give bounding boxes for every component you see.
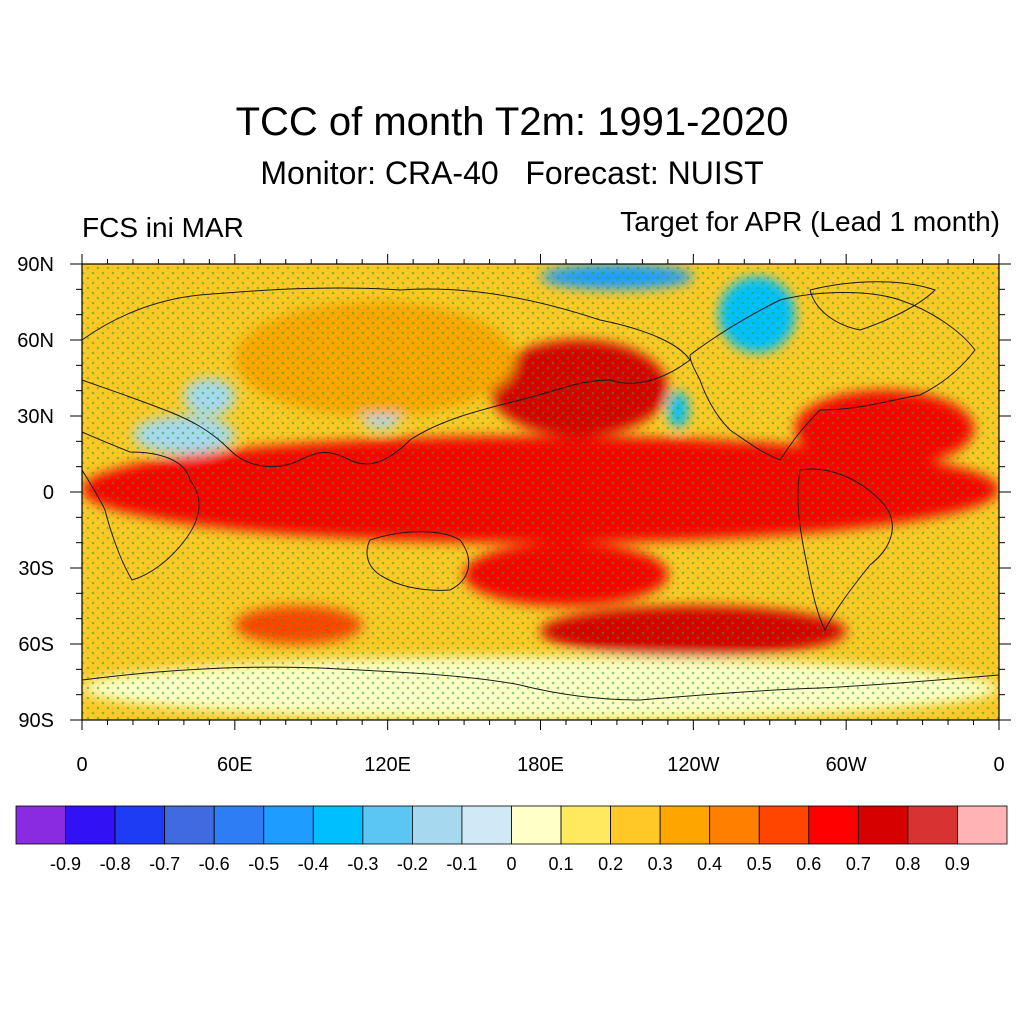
x-tick-label: 120W [667, 754, 719, 776]
north-america-coast [689, 292, 976, 461]
australia-coast [366, 531, 470, 591]
y-tick-label: 60N [17, 330, 54, 352]
colorbar-swatch [659, 805, 711, 845]
colorbar-swatch [709, 805, 760, 845]
colorbar-label: 0.1 [549, 854, 574, 874]
chart-subtitle: Monitor: CRA-40 Forecast: NUIST [260, 155, 764, 191]
colorbar-label: -0.8 [100, 854, 131, 874]
antarctica-coast [82, 666, 999, 701]
colorbar-swatch [560, 805, 611, 845]
colorbar-label: 0.8 [895, 854, 920, 874]
x-tick-label: 0 [993, 754, 1004, 776]
colorbar-swatch [411, 805, 463, 845]
colorbar-label: -0.1 [446, 854, 477, 874]
colorbar-swatch [263, 805, 314, 845]
colorbar-label: 0.3 [648, 854, 673, 874]
colorbar-label: 0.9 [945, 854, 970, 874]
y-tick-label: 60S [18, 634, 54, 656]
y-tick-label: 30N [17, 406, 54, 428]
x-tick-label: 60W [826, 754, 867, 776]
colorbar-swatch [808, 805, 859, 845]
colorbar-label: 0.7 [846, 854, 871, 874]
colorbar-swatch [758, 805, 810, 845]
colorbar-swatch [114, 805, 166, 845]
x-tick-label: 0 [76, 754, 87, 776]
colorbar-swatch [857, 805, 909, 845]
colorbar-label: -0.5 [248, 854, 279, 874]
colorbar-swatch [312, 805, 364, 845]
colorbar-swatch [511, 805, 562, 845]
y-tick-label: 90N [17, 254, 54, 276]
colorbar-label: 0.2 [598, 854, 623, 874]
y-tick-label: 0 [43, 482, 54, 504]
colorbar-swatch [164, 805, 215, 845]
colorbar: -0.9 -0.8 -0.7 -0.6 -0.5 -0.4 -0.3 -0.2 -0.1 0 0.1… [15, 805, 1008, 874]
colorbar-label: 0.5 [747, 854, 772, 874]
colorbar-label: -0.4 [298, 854, 329, 874]
x-tick-label: 120E [364, 754, 411, 776]
colorbar-swatch [610, 805, 661, 845]
colorbar-swatch [65, 805, 116, 845]
significance-stipple [82, 264, 999, 720]
colorbar-swatch [15, 805, 66, 845]
colorbar-label: -0.9 [50, 854, 81, 874]
init-label: FCS ini MAR [82, 212, 244, 243]
colorbar-swatch [957, 805, 1008, 845]
coastlines [82, 281, 999, 701]
colorbar-label: 0.6 [796, 854, 821, 874]
target-label: Target for APR (Lead 1 month) [620, 206, 1000, 237]
colorbar-swatch [461, 805, 512, 845]
greenland-coast [809, 281, 936, 331]
colorbar-label: -0.2 [397, 854, 428, 874]
axes: 0 60E 120E 180E 120W 60W 0 90N 60N 30N 0 30S 60S 90S [17, 254, 1011, 776]
y-tick-label: 90S [18, 710, 54, 732]
colorbar-label: -0.7 [149, 854, 180, 874]
colorbar-label: -0.6 [199, 854, 230, 874]
colorbar-label: -0.3 [347, 854, 378, 874]
x-tick-label: 60E [217, 754, 253, 776]
colorbar-swatch [907, 805, 958, 845]
colorbar-swatch [213, 805, 265, 845]
colorbar-label: 0 [506, 854, 516, 874]
south-america-coast [797, 468, 893, 632]
colorbar-swatch [362, 805, 413, 845]
y-tick-label: 30S [18, 558, 54, 580]
chart-title: TCC of month T2m: 1991-2020 [235, 100, 789, 144]
africa-coast [82, 431, 200, 581]
colorbar-label: 0.4 [697, 854, 722, 874]
x-tick-label: 180E [517, 754, 564, 776]
eurasia-coast [82, 287, 691, 468]
field-layer [82, 264, 999, 720]
